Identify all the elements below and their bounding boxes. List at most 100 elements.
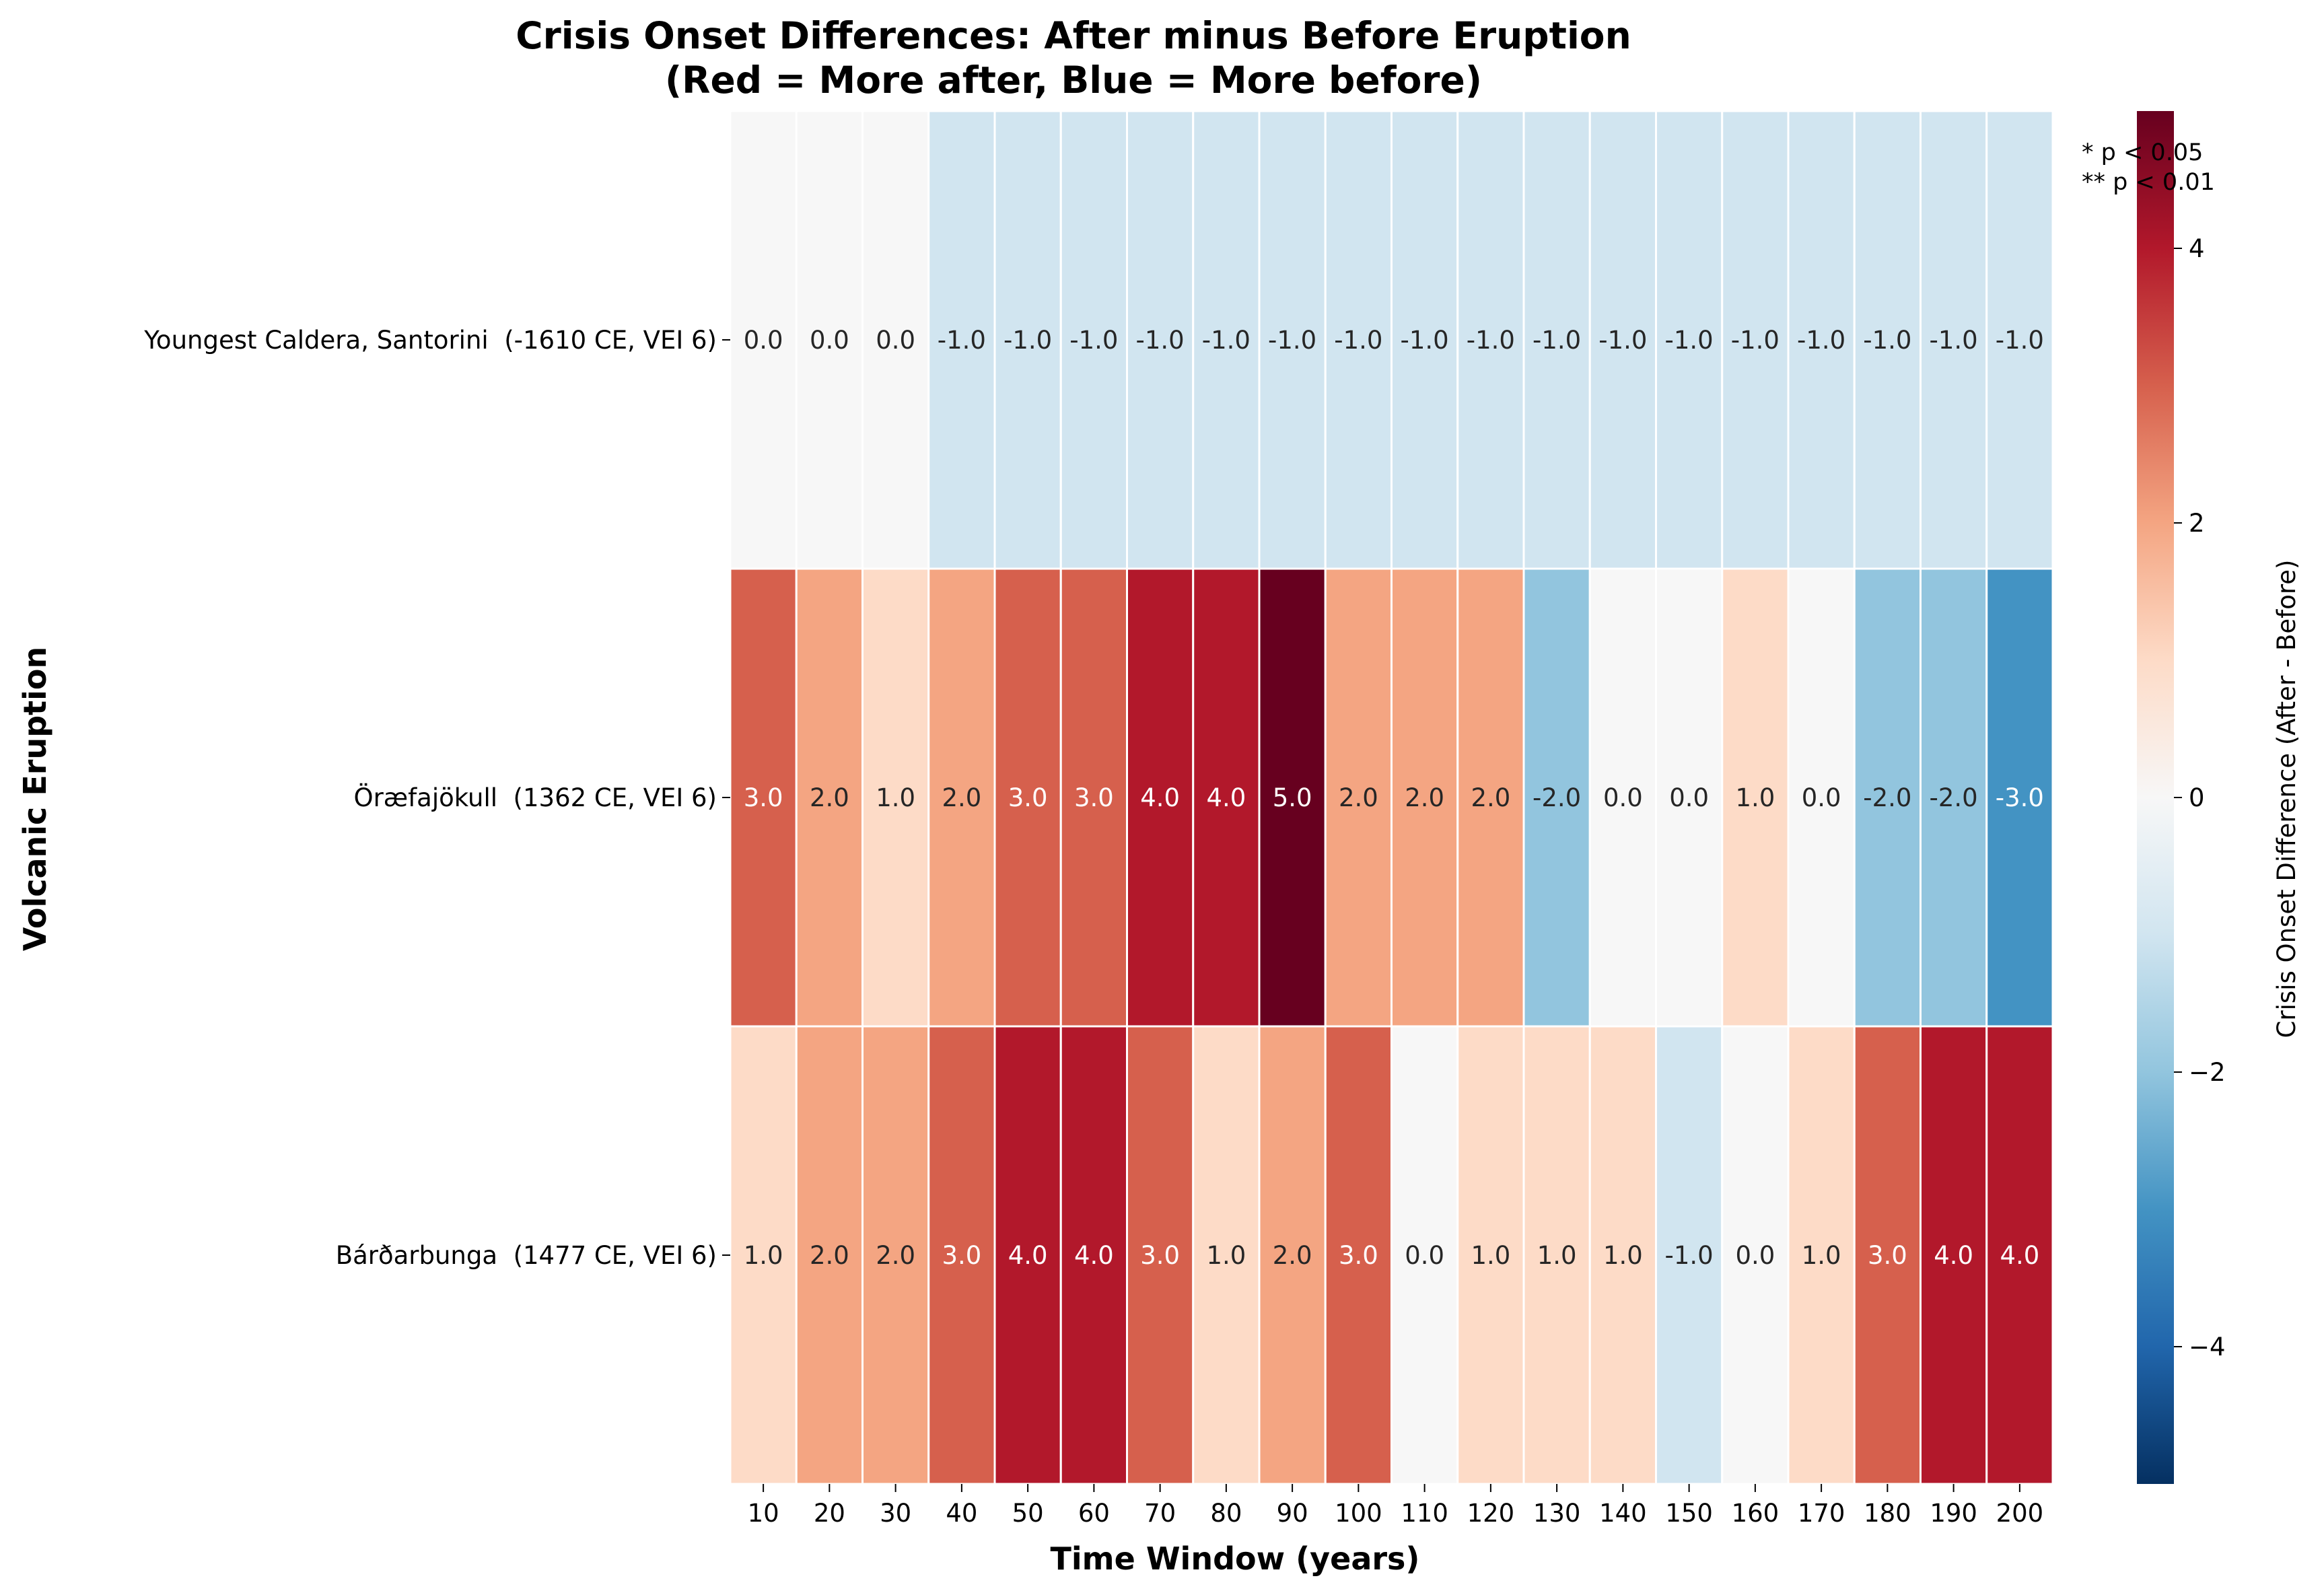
cell-value-label: 3.0 bbox=[744, 783, 783, 812]
cell-value-label: -1.0 bbox=[1996, 326, 2044, 355]
x-tick-label: 80 bbox=[1210, 1499, 1242, 1528]
x-tick-label: 150 bbox=[1665, 1499, 1713, 1528]
heatmap-cell bbox=[861, 110, 930, 570]
heatmap-cell bbox=[1721, 1025, 1790, 1485]
y-tick-label: Bárðarbunga (1477 CE, VEI 6) bbox=[336, 1241, 717, 1270]
cell-value-label: 1.0 bbox=[1471, 1241, 1510, 1270]
cell-value-label: -1.0 bbox=[1003, 326, 1052, 355]
cell-value-label: 4.0 bbox=[1074, 1241, 1114, 1270]
x-tick-label: 10 bbox=[748, 1499, 779, 1528]
x-tick-label: 170 bbox=[1798, 1499, 1845, 1528]
significance-legend: * p < 0.05 ** p < 0.01 bbox=[2082, 139, 2215, 196]
heatmap-cell bbox=[1059, 110, 1128, 570]
cell-value-label: 1.0 bbox=[876, 783, 915, 812]
cell-value-label: 2.0 bbox=[1339, 783, 1378, 812]
x-tick-label: 110 bbox=[1401, 1499, 1448, 1528]
cell-value-label: 3.0 bbox=[942, 1241, 981, 1270]
x-tick-label: 90 bbox=[1277, 1499, 1308, 1528]
cell-value-label: -1.0 bbox=[1797, 326, 1845, 355]
cell-value-label: -3.0 bbox=[1996, 783, 2044, 812]
chart-title: Crisis Onset Differences: After minus Be… bbox=[516, 14, 1631, 57]
cell-value-label: 4.0 bbox=[1934, 1241, 1973, 1270]
x-tick-label: 130 bbox=[1533, 1499, 1581, 1528]
x-tick-label: 30 bbox=[880, 1499, 911, 1528]
cell-value-label: 1.0 bbox=[1735, 783, 1775, 812]
cell-value-label: -1.0 bbox=[1731, 326, 1780, 355]
cell-value-label: 0.0 bbox=[1802, 783, 1841, 812]
x-tick-label: 160 bbox=[1732, 1499, 1780, 1528]
cell-value-label: 3.0 bbox=[1868, 1241, 1907, 1270]
cell-value-label: 0.0 bbox=[1735, 1241, 1775, 1270]
cell-value-label: 4.0 bbox=[1140, 783, 1180, 812]
x-axis-ticks: 10 20 30 40 50 60 70 80 90 100 110 120 130 140 150 160 1… bbox=[748, 1484, 2043, 1528]
colorbar-tick-label: −4 bbox=[2189, 1333, 2226, 1361]
cell-value-label: 2.0 bbox=[1405, 783, 1444, 812]
heatmap-cell bbox=[1258, 567, 1327, 1028]
cell-value-label: 3.0 bbox=[1140, 1241, 1180, 1270]
colorbar-ticks: −4 −2 0 2 4 bbox=[2174, 234, 2226, 1361]
heatmap-cell bbox=[861, 1025, 930, 1485]
heatmap-cell bbox=[1655, 1025, 1724, 1485]
heatmap-cell bbox=[1920, 110, 1988, 570]
x-tick-label: 140 bbox=[1599, 1499, 1647, 1528]
cell-value-label: 0.0 bbox=[1405, 1241, 1444, 1270]
cell-value-label: 2.0 bbox=[876, 1241, 915, 1270]
y-tick-label: Öræfajökull (1362 CE, VEI 6) bbox=[353, 783, 717, 812]
colorbar bbox=[2137, 111, 2174, 1484]
cell-value-label: 2.0 bbox=[810, 783, 849, 812]
heatmap-cell bbox=[795, 110, 864, 570]
cell-value-label: 5.0 bbox=[1273, 783, 1312, 812]
cell-value-label: 2.0 bbox=[1273, 1241, 1312, 1270]
cell-value-label: 3.0 bbox=[1339, 1241, 1378, 1270]
heatmap-cell bbox=[1985, 110, 2054, 570]
cell-value-label: -1.0 bbox=[1069, 326, 1118, 355]
x-axis-label: Time Window (years) bbox=[1051, 1540, 1420, 1577]
y-axis-ticks: Youngest Caldera, Santorini (-1610 CE, V… bbox=[143, 326, 730, 1270]
cell-value-label: -2.0 bbox=[1533, 783, 1581, 812]
heatmap-cell bbox=[861, 567, 930, 1028]
significance-legend-line-2: ** p < 0.01 bbox=[2082, 169, 2215, 196]
heatmap-cell bbox=[993, 1025, 1062, 1485]
x-tick-label: 50 bbox=[1012, 1499, 1044, 1528]
x-tick-label: 20 bbox=[814, 1499, 845, 1528]
heatmap-cell bbox=[1192, 567, 1261, 1028]
heatmap-cell bbox=[1920, 567, 1988, 1028]
heatmap-cell bbox=[1456, 110, 1525, 570]
heatmap-cell bbox=[1126, 567, 1195, 1028]
heatmap-cell bbox=[1192, 110, 1261, 570]
heatmap-cell bbox=[1985, 567, 2054, 1028]
heatmap-cell bbox=[795, 1025, 864, 1485]
cell-value-label: -1.0 bbox=[938, 326, 986, 355]
heatmap-cell bbox=[1126, 1025, 1195, 1485]
cell-value-label: -1.0 bbox=[1136, 326, 1185, 355]
cell-value-label: -1.0 bbox=[1863, 326, 1911, 355]
heatmap-cell bbox=[729, 110, 798, 570]
cell-value-label: 4.0 bbox=[1206, 783, 1246, 812]
heatmap-cell bbox=[1522, 1025, 1591, 1485]
cell-value-label: 2.0 bbox=[1471, 783, 1510, 812]
heatmap-cell bbox=[1588, 110, 1657, 570]
y-tick-label: Youngest Caldera, Santorini (-1610 CE, V… bbox=[143, 326, 717, 355]
colorbar-tick-label: 4 bbox=[2189, 234, 2205, 263]
x-tick-label: 180 bbox=[1864, 1499, 1911, 1528]
heatmap-cell bbox=[1390, 567, 1459, 1028]
cell-value-label: 3.0 bbox=[1074, 783, 1114, 812]
heatmap-cell bbox=[1258, 1025, 1327, 1485]
x-tick-label: 100 bbox=[1335, 1499, 1382, 1528]
heatmap-cell bbox=[1390, 1025, 1459, 1485]
heatmap-cell bbox=[1324, 110, 1393, 570]
heatmap-cell bbox=[1059, 1025, 1128, 1485]
x-tick-label: 120 bbox=[1467, 1499, 1515, 1528]
heatmap-cell bbox=[993, 567, 1062, 1028]
heatmap-cell bbox=[795, 567, 864, 1028]
x-tick-label: 40 bbox=[946, 1499, 977, 1528]
heatmap-cell bbox=[1192, 1025, 1261, 1485]
cell-value-label: 1.0 bbox=[1537, 1241, 1577, 1270]
cell-value-label: 2.0 bbox=[810, 1241, 849, 1270]
heatmap-cell bbox=[1853, 110, 1922, 570]
x-tick-label: 190 bbox=[1930, 1499, 1977, 1528]
heatmap-cell bbox=[729, 567, 798, 1028]
heatmap-cell bbox=[1588, 1025, 1657, 1485]
cell-value-label: -2.0 bbox=[1930, 783, 1978, 812]
heatmap-cell bbox=[1920, 1025, 1988, 1485]
